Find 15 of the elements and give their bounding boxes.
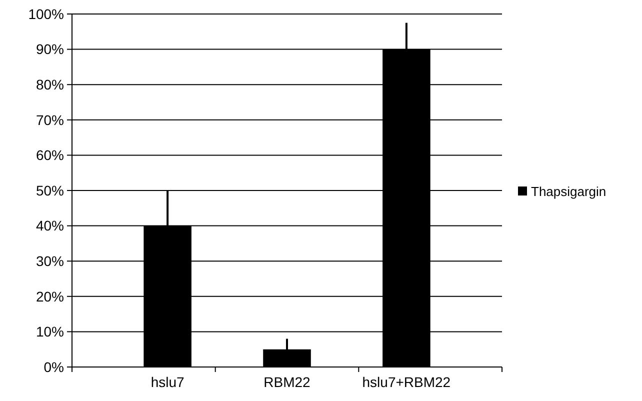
y-tick-label: 30%: [36, 253, 64, 269]
y-tick-label: 10%: [36, 324, 64, 340]
y-tick-label: 100%: [28, 6, 64, 22]
y-tick-label: 70%: [36, 112, 64, 128]
legend-label: Thapsigargin: [531, 184, 606, 200]
y-tick-label: 60%: [36, 147, 64, 164]
y-tick-label: 90%: [36, 41, 64, 58]
y-tick-label: 20%: [36, 288, 64, 304]
x-tick-label: hslu7+RBM22: [362, 374, 451, 390]
x-tick-label: RBM22: [264, 374, 311, 390]
x-tick-label: hslu7: [150, 374, 185, 390]
y-tick-label: 50%: [36, 182, 64, 198]
y-tick-label: 80%: [36, 76, 64, 92]
y-tick-label: 40%: [36, 218, 64, 234]
y-tick-label: 0%: [44, 358, 64, 375]
